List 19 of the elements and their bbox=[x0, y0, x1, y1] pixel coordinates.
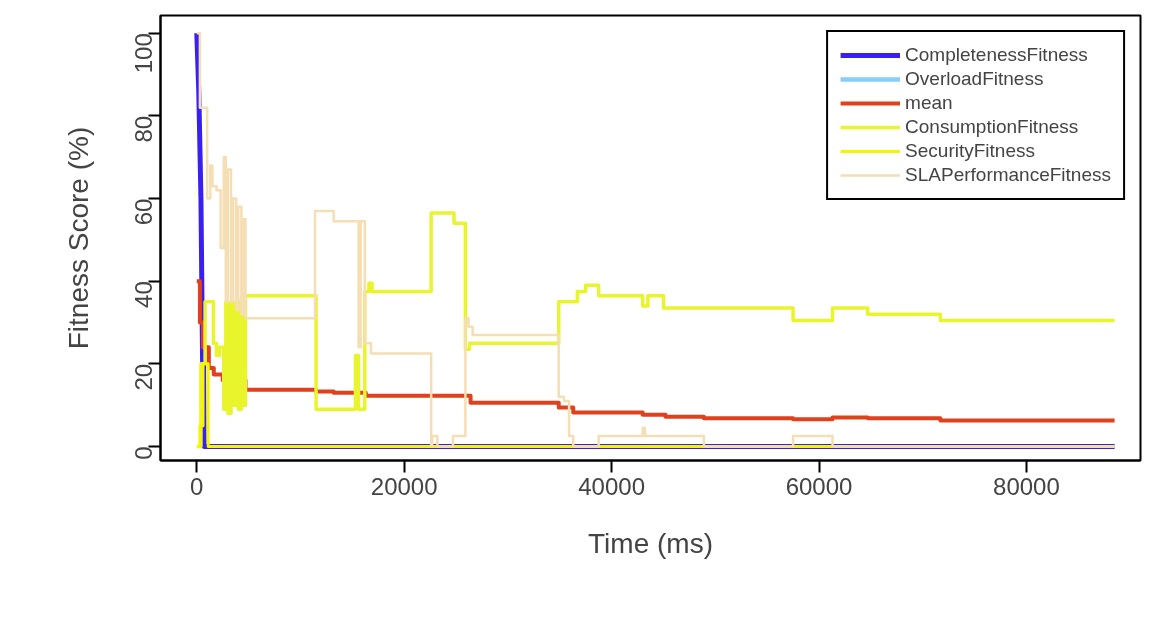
y-axis-title: Fitness Score (%) bbox=[62, 126, 94, 350]
x-tick-label: 0 bbox=[190, 472, 204, 500]
y-tick-label: 40 bbox=[130, 281, 157, 308]
x-tick-label: 60000 bbox=[785, 472, 853, 500]
legend-label: SecurityFitness bbox=[905, 140, 1035, 162]
legend-label: ConsumptionFitness bbox=[905, 116, 1079, 138]
legend-label: SLAPerformanceFitness bbox=[905, 164, 1111, 186]
x-tick-label: 80000 bbox=[993, 472, 1060, 500]
legend-label: mean bbox=[905, 92, 953, 114]
legend-label: CompletenessFitness bbox=[905, 44, 1088, 66]
y-tick-label: 80 bbox=[130, 115, 157, 143]
y-tick-label: 0 bbox=[130, 446, 157, 460]
legend-label: OverloadFitness bbox=[905, 68, 1044, 90]
y-tick-label: 20 bbox=[130, 363, 157, 391]
x-tick-label: 40000 bbox=[578, 472, 645, 500]
y-tick-label: 100 bbox=[130, 33, 157, 74]
x-axis-title: Time (ms) bbox=[588, 527, 713, 559]
y-tick-label: 60 bbox=[130, 198, 157, 226]
x-tick-label: 20000 bbox=[370, 472, 438, 500]
